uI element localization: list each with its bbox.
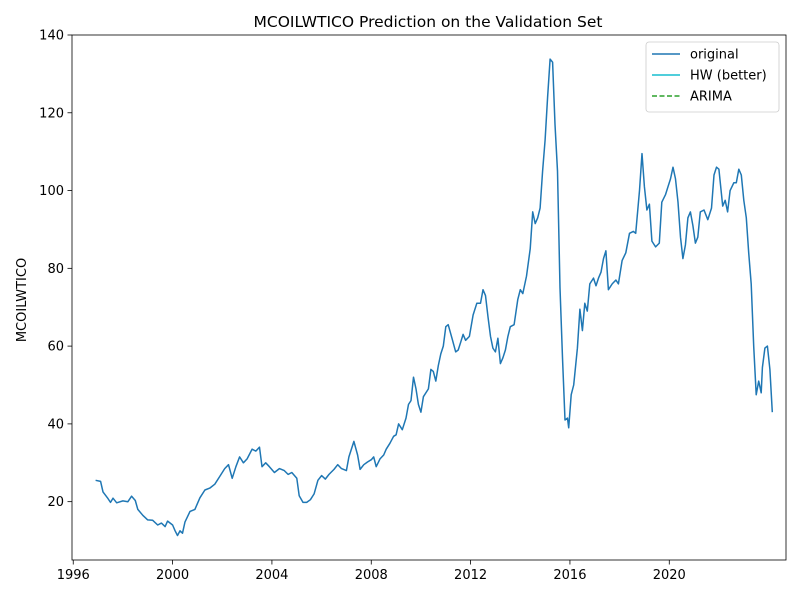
x-tick-label: 1996 [57,568,90,583]
x-tick-label: 2016 [553,568,586,583]
y-tick-label: 100 [39,184,64,199]
legend-box [645,41,780,113]
axes-frame [71,34,787,561]
y-tick-label: 80 [47,262,64,277]
x-tick-label: 2012 [454,568,487,583]
y-tick-label: 140 [39,29,64,44]
x-tick-label: 2020 [653,568,686,583]
x-tick-label: 2008 [355,568,388,583]
y-tick-label: 120 [39,106,64,121]
y-tick-label: 60 [47,340,64,355]
legend-label: ARIMA [690,90,732,105]
chart-title: MCOILWTICO Prediction on the Validation … [254,13,603,31]
x-tick-label: 2000 [156,568,189,583]
y-axis-title: MCOILWTICO [15,258,30,342]
series-line-0 [95,58,774,537]
x-tick-label: 2004 [255,568,288,583]
legend-label: original [690,48,739,63]
y-tick-label: 40 [47,417,64,432]
plot-area: 1996 2000 2004 2008 2012 2016 2020204060801001… [39,29,787,583]
y-tick-label: 20 [47,495,64,510]
legend-label: HW (better) [690,69,767,84]
legend: original HW (better) ARIMA [645,41,780,113]
